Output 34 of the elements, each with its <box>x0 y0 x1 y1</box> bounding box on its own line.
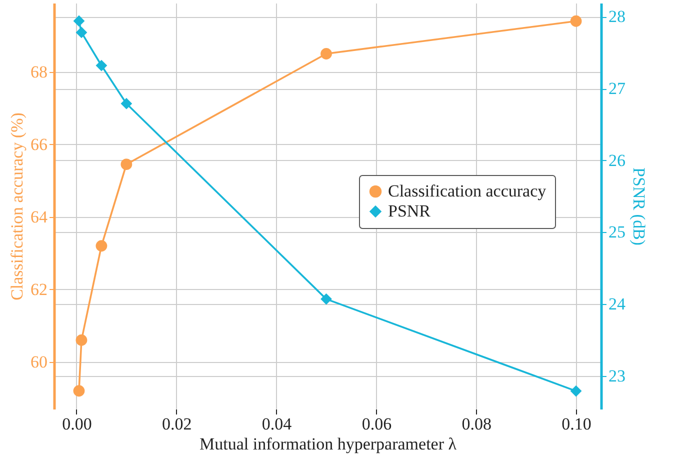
point <box>570 15 582 27</box>
point <box>120 98 132 110</box>
point <box>120 158 132 170</box>
point <box>76 334 88 346</box>
x-tick-label: 0.02 <box>162 414 192 434</box>
point <box>570 385 582 397</box>
y2-tick-label: 25 <box>608 222 626 242</box>
x-tick-label: 0.00 <box>62 414 92 434</box>
point <box>320 48 332 60</box>
point <box>96 240 108 252</box>
y2-tick-label: 28 <box>608 7 626 26</box>
x-axis-title: Mutual information hyperparameter λ <box>199 434 458 454</box>
point <box>73 385 85 397</box>
x-tick-label: 0.04 <box>262 414 292 434</box>
point <box>96 60 108 72</box>
y2-tick-label: 23 <box>608 366 626 386</box>
y-tick-label: 60 <box>30 352 48 372</box>
y2-tick-label: 27 <box>608 79 626 98</box>
y-tick-label: 68 <box>30 62 48 82</box>
legend-label: PSNR <box>388 202 432 220</box>
y2-tick-label: 24 <box>608 294 626 314</box>
y2-tick-label: 26 <box>608 150 626 170</box>
x-tick-label: 0.10 <box>562 414 592 434</box>
point <box>73 15 85 27</box>
y-tick-label: 66 <box>30 134 48 154</box>
y-tick-label: 64 <box>30 207 48 226</box>
y2-axis-title: PSNR (dB) <box>630 168 648 246</box>
legend-label: Classification accuracy <box>388 182 547 200</box>
x-tick-label: 0.06 <box>362 414 392 434</box>
y-axis-title: Classification accuracy (%) <box>8 112 26 300</box>
x-tick-label: 0.08 <box>462 414 492 434</box>
y-tick-label: 62 <box>30 280 48 299</box>
point <box>320 293 332 305</box>
point <box>76 26 88 38</box>
